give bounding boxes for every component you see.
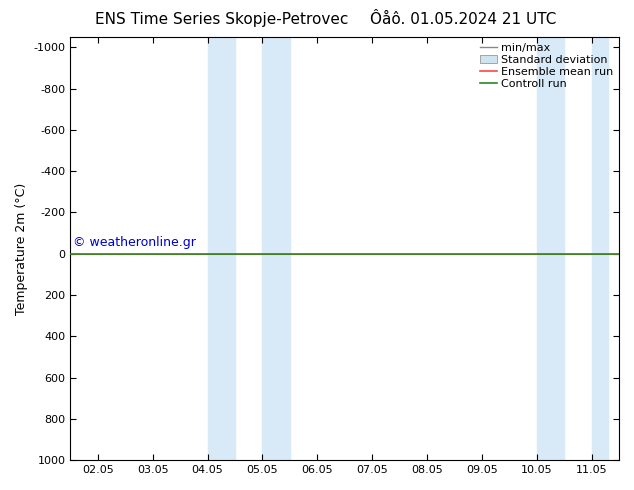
Bar [207,37,235,460]
Bar [262,37,290,460]
Text: © weatheronline.gr: © weatheronline.gr [73,236,196,248]
Bar [537,37,564,460]
Legend: min/max, Standard deviation, Ensemble mean run, Controll run: min/max, Standard deviation, Ensemble me… [478,40,616,92]
Text: ENS Time Series Skopje-Petrovec: ENS Time Series Skopje-Petrovec [95,12,349,27]
Y-axis label: Temperature 2m (°C): Temperature 2m (°C) [15,182,28,315]
Bar [592,37,608,460]
Text: Ôåô. 01.05.2024 21 UTC: Ôåô. 01.05.2024 21 UTC [370,12,556,27]
